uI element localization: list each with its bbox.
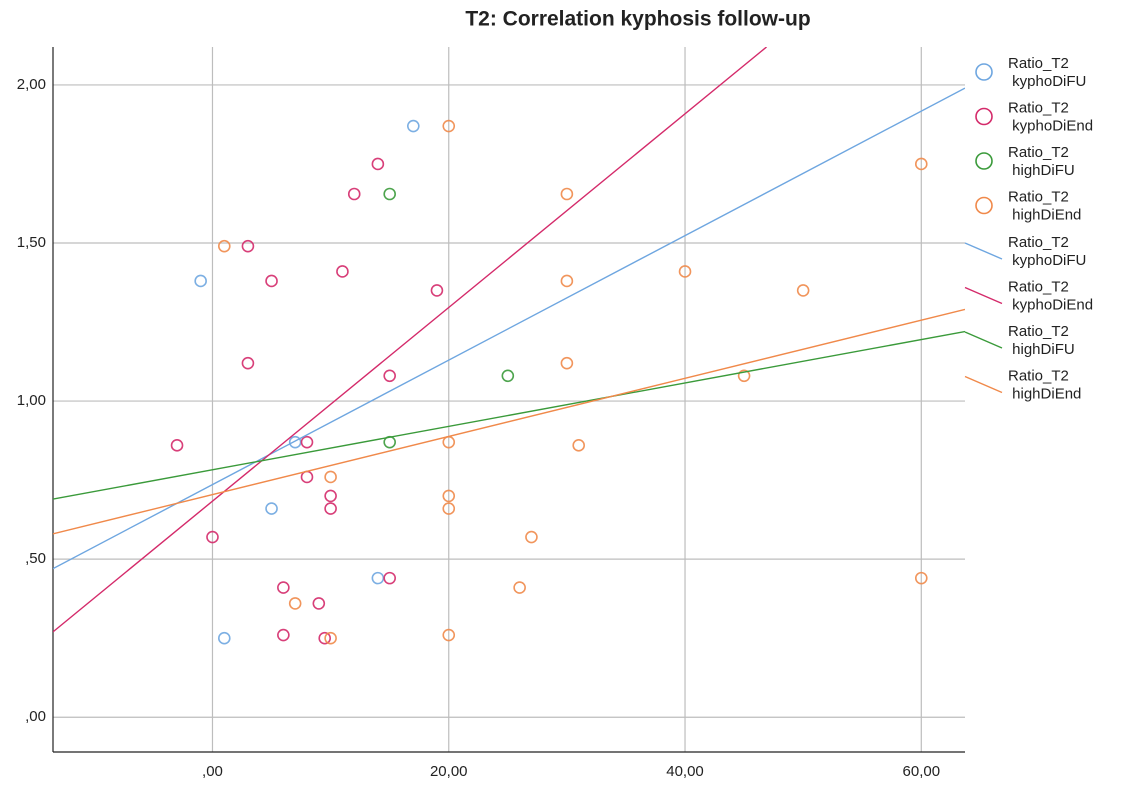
point: [265, 502, 278, 515]
point: [324, 631, 337, 645]
x-tick-label: 20,00: [430, 763, 468, 780]
y-tick-label: 1,00: [17, 392, 46, 409]
point: [300, 435, 314, 449]
point: [324, 502, 337, 515]
legend-label: Ratio_T2 highDiEnd: [1008, 188, 1081, 223]
point: [513, 581, 526, 594]
point: [383, 369, 396, 383]
point: [501, 369, 515, 383]
point: [442, 119, 456, 133]
point: [277, 628, 290, 642]
point: [288, 597, 302, 610]
y-tick-label: 2,00: [17, 76, 46, 93]
chart-title: T2: Correlation kyphosis follow-up: [465, 8, 810, 31]
legend-label: Ratio_T2 kyphoDiEnd: [1008, 278, 1093, 313]
legend-marker: [975, 196, 993, 215]
point: [737, 369, 751, 383]
legend-line: [964, 286, 1003, 305]
point: [265, 274, 278, 288]
point: [914, 571, 928, 585]
point: [572, 439, 585, 452]
point: [300, 470, 314, 484]
y-tick-label: ,00: [25, 708, 46, 725]
point: [288, 435, 302, 449]
point: [383, 187, 396, 201]
point: [241, 356, 255, 370]
legend-marker: [975, 63, 993, 81]
point: [678, 265, 692, 278]
point: [914, 157, 928, 171]
point: [560, 274, 574, 288]
legend-label: Ratio_T2 kyphoDiEnd: [1008, 99, 1093, 134]
point: [442, 628, 456, 642]
point: [324, 489, 337, 503]
point: [407, 119, 420, 133]
legend-line: [964, 375, 1003, 394]
point: [371, 157, 385, 171]
point: [430, 284, 444, 297]
point: [277, 581, 290, 594]
point: [312, 597, 326, 610]
point: [442, 502, 456, 515]
point: [560, 187, 574, 201]
legend-label: Ratio_T2 highDiEnd: [1008, 367, 1081, 402]
point: [383, 571, 396, 585]
fit-line: [53, 330, 965, 500]
point: [217, 239, 231, 253]
point: [560, 356, 574, 370]
point: [796, 284, 810, 297]
fit-line: [53, 87, 965, 570]
x-tick-label: 40,00: [666, 763, 704, 780]
point: [241, 239, 255, 253]
legend-label: Ratio_T2 highDiFU: [1008, 144, 1075, 179]
legend-label: Ratio_T2 kyphoDiFU: [1008, 234, 1086, 269]
x-tick-label: ,00: [202, 763, 223, 780]
plot-area: [53, 47, 965, 645]
point: [324, 470, 337, 484]
legend-line: [964, 331, 1003, 349]
point: [194, 274, 207, 288]
y-tick-label: 1,50: [17, 234, 46, 251]
fit-line: [53, 308, 965, 535]
point: [525, 530, 538, 544]
legend-marker: [975, 152, 993, 170]
point: [347, 187, 361, 201]
point: [371, 571, 385, 585]
y-tick-label: ,50: [25, 550, 46, 567]
point: [217, 631, 231, 645]
legend-label: Ratio_T2 kyphoDiFU: [1008, 55, 1086, 90]
fit-line: [53, 47, 767, 633]
legend-label: Ratio_T2 highDiFU: [1008, 323, 1075, 358]
point: [442, 489, 456, 503]
point: [206, 530, 219, 544]
legend-line: [964, 242, 1003, 260]
point: [336, 265, 349, 278]
point: [318, 631, 332, 645]
legend-marker: [975, 107, 993, 126]
x-tick-label: 60,00: [903, 763, 941, 780]
point: [170, 439, 184, 452]
